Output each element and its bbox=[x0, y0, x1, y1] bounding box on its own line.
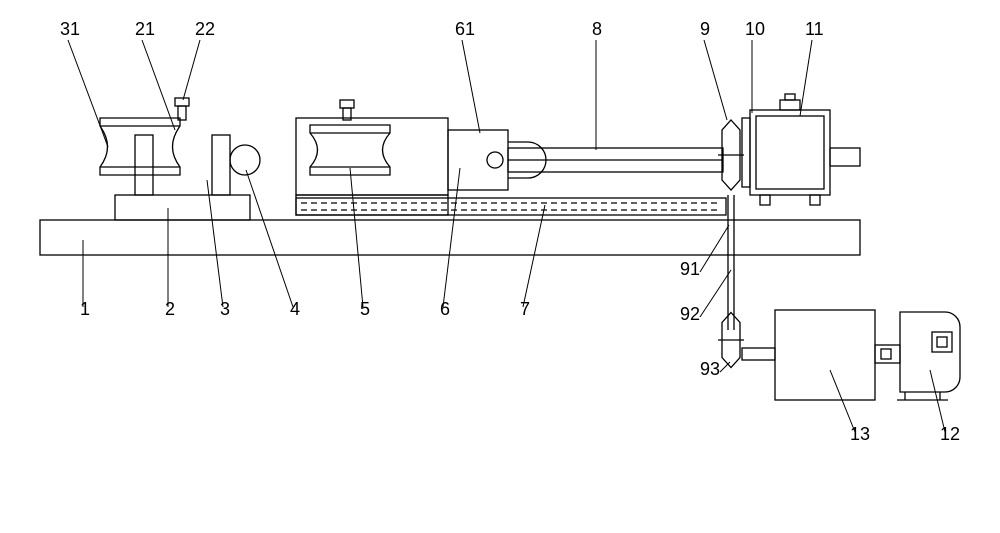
leader-L92 bbox=[700, 270, 731, 317]
label-10: 10 bbox=[745, 19, 765, 39]
flange-10 bbox=[742, 118, 750, 187]
label-3: 3 bbox=[220, 299, 230, 319]
box-11 bbox=[750, 110, 830, 195]
label-5: 5 bbox=[360, 299, 370, 319]
slider-frame-6 bbox=[296, 118, 448, 195]
label-7: 7 bbox=[520, 299, 530, 319]
rail-7 bbox=[296, 198, 726, 215]
leader-L91 bbox=[700, 225, 729, 272]
leader-L6 bbox=[443, 168, 460, 307]
leader-L11 bbox=[800, 40, 812, 116]
leader-L93 bbox=[720, 362, 730, 372]
label-22: 22 bbox=[195, 19, 215, 39]
label-91: 91 bbox=[680, 259, 700, 279]
leader-L22 bbox=[183, 40, 200, 100]
label-8: 8 bbox=[592, 19, 602, 39]
bolt2-head bbox=[340, 100, 354, 108]
leader-L61 bbox=[462, 40, 480, 133]
label-2: 2 bbox=[165, 299, 175, 319]
tube-4 bbox=[230, 145, 260, 175]
shaft-11 bbox=[830, 148, 860, 166]
label-92: 92 bbox=[680, 304, 700, 324]
label-9: 9 bbox=[700, 19, 710, 39]
label-12: 12 bbox=[940, 424, 960, 444]
leader-L12 bbox=[930, 370, 945, 432]
label-31: 31 bbox=[60, 19, 80, 39]
label-6: 6 bbox=[440, 299, 450, 319]
label-93: 93 bbox=[700, 359, 720, 379]
bolt-head-22 bbox=[175, 98, 189, 106]
shaft-13-12 bbox=[875, 345, 900, 363]
reducer-13 bbox=[775, 310, 875, 400]
leader-L3 bbox=[207, 180, 223, 307]
leader-L13 bbox=[830, 370, 855, 432]
leader-L31 bbox=[68, 40, 108, 147]
label-1: 1 bbox=[80, 299, 90, 319]
bracket-6 bbox=[448, 130, 508, 190]
leader-L5 bbox=[350, 168, 363, 307]
label-21: 21 bbox=[135, 19, 155, 39]
leader-L4 bbox=[246, 170, 293, 307]
label-61: 61 bbox=[455, 19, 475, 39]
label-11: 11 bbox=[805, 19, 824, 39]
column-1 bbox=[135, 135, 153, 195]
pin-61 bbox=[487, 152, 503, 168]
pedestal bbox=[115, 195, 250, 220]
leader-L21 bbox=[142, 40, 175, 130]
column-2 bbox=[212, 135, 230, 195]
leader-L9 bbox=[704, 40, 727, 120]
shaft-93-13 bbox=[742, 348, 775, 360]
